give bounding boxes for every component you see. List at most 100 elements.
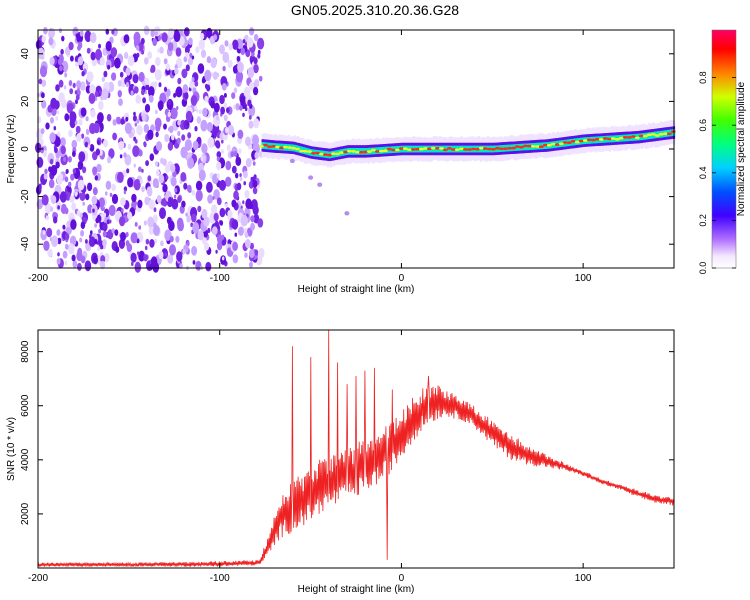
- noise-cell: [152, 214, 158, 223]
- noise-cell: [96, 214, 102, 223]
- noise-cell: [176, 251, 183, 262]
- noise-cell: [98, 43, 101, 49]
- noise-cell: [189, 80, 195, 89]
- noise-cell: [88, 236, 96, 247]
- noise-cell: [162, 183, 168, 193]
- noise-cell: [157, 100, 164, 110]
- noise-cell: [257, 218, 264, 228]
- noise-cell: [133, 31, 141, 44]
- noise-cell: [49, 132, 56, 143]
- noise-cell: [57, 252, 60, 257]
- trace-peak: [279, 146, 284, 150]
- trace-core: [542, 142, 545, 150]
- trace-peak: [267, 145, 272, 148]
- trace-peak: [527, 144, 532, 148]
- trace-peak: [570, 140, 576, 143]
- noise-cell: [144, 245, 148, 251]
- noise-cell: [136, 118, 140, 124]
- trace-peak: [662, 132, 668, 135]
- noise-cell: [250, 215, 255, 223]
- trace-peak: [471, 147, 476, 151]
- noise-cell: [168, 220, 175, 232]
- spectrogram-y-tick-label: -20: [20, 189, 31, 204]
- noise-cell: [125, 231, 129, 238]
- noise-cell: [245, 198, 252, 209]
- noise-cell: [191, 55, 195, 60]
- trace-peak: [523, 144, 528, 148]
- noise-cell: [245, 158, 252, 168]
- noise-cell: [249, 27, 255, 36]
- noise-cell: [141, 113, 147, 122]
- noise-cell: [86, 71, 94, 83]
- noise-cell: [167, 99, 172, 106]
- noise-cell: [165, 175, 169, 180]
- noise-cell: [60, 145, 66, 155]
- trace-peak: [574, 140, 580, 144]
- noise-cell: [86, 128, 89, 133]
- trace-peak: [359, 150, 364, 154]
- noise-cell: [111, 228, 115, 234]
- noise-cell: [78, 118, 83, 126]
- noise-cell: [57, 237, 62, 245]
- noise-cell: [75, 94, 80, 101]
- noise-cell: [221, 83, 227, 91]
- noise-cell: [200, 155, 204, 161]
- noise-cell: [42, 150, 48, 158]
- noise-cell: [150, 29, 155, 38]
- trace-peak: [650, 133, 656, 136]
- trace-peak: [654, 134, 660, 137]
- noise-cell: [163, 123, 167, 130]
- trace-peak: [515, 145, 520, 148]
- noise-cell: [94, 223, 97, 228]
- noise-cell: [125, 81, 130, 88]
- noise-cell: [254, 79, 260, 88]
- noise-cell: [69, 103, 74, 110]
- trace-peak: [618, 136, 624, 140]
- noise-cell: [77, 179, 85, 191]
- snr-chart: -200 -100 0 100 2000 4000 6000 8000 Height of s…: [6, 329, 675, 595]
- noise-cell: [163, 86, 168, 92]
- spectrogram-y-label: Frequency (Hz): [6, 115, 17, 184]
- noise-cell: [234, 232, 238, 237]
- noise-cell: [57, 205, 60, 210]
- noise-cell: [247, 67, 255, 79]
- noise-cell: [147, 216, 155, 228]
- noise-cell: [90, 51, 96, 61]
- noise-cell: [138, 71, 145, 83]
- noise-cell: [250, 176, 254, 182]
- noise-cell: [118, 98, 123, 106]
- noise-cell: [183, 27, 190, 37]
- trace-peak: [562, 141, 568, 144]
- noise-cell: [64, 72, 68, 78]
- trace-peak: [546, 144, 552, 147]
- noise-cell: [254, 151, 259, 160]
- noise-cell: [174, 67, 179, 75]
- noise-cell: [67, 187, 71, 192]
- noise-cell: [180, 172, 187, 182]
- trace-peak: [535, 145, 540, 148]
- trace-peak: [511, 146, 516, 150]
- noise-cell: [161, 32, 168, 43]
- noise-cell: [154, 117, 162, 129]
- noise-cell: [103, 245, 106, 250]
- noise-cell: [175, 47, 182, 57]
- noise-cell: [156, 195, 162, 204]
- trace-peak: [491, 148, 496, 151]
- noise-cell: [95, 148, 101, 156]
- noise-cell: [55, 161, 60, 169]
- noise-cell: [102, 230, 107, 238]
- noise-cell: [136, 45, 140, 51]
- noise-cell: [79, 30, 84, 37]
- noise-cell: [195, 180, 203, 191]
- noise-cell: [85, 116, 89, 122]
- noise-cell: [159, 207, 166, 219]
- noise-cell: [206, 181, 213, 193]
- noise-cell: [99, 89, 103, 95]
- noise-cell: [167, 27, 175, 38]
- colorbar-label: Normalized spectral amplitude: [736, 81, 747, 216]
- noise-cell: [249, 82, 255, 91]
- snr-axes: -200 -100 0 100 2000 4000 6000 8000: [20, 330, 674, 584]
- noise-cell: [157, 48, 160, 53]
- noise-cell: [89, 144, 95, 152]
- noise-cell: [92, 255, 98, 265]
